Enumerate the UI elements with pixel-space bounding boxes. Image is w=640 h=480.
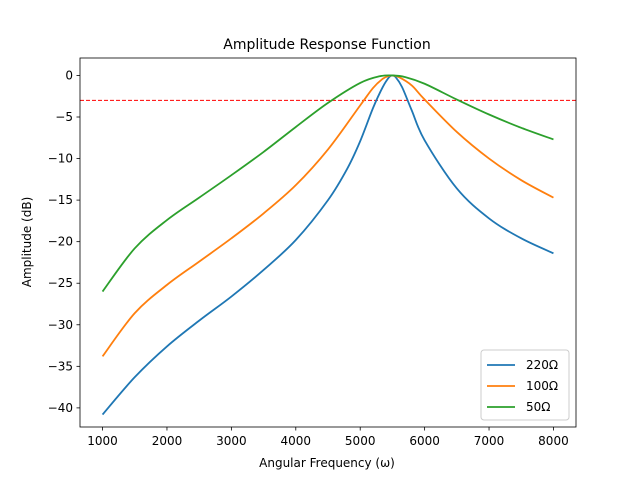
x-axis-label: Angular Frequency (ω) bbox=[259, 456, 395, 470]
legend: 220Ω 100Ω 50Ω bbox=[480, 349, 570, 421]
series-line-2 bbox=[101, 74, 554, 293]
legend-label-0: 220Ω bbox=[526, 358, 558, 372]
x-tick-layer: 1000 2000 3000 4000 5000 6000 7000 8000 bbox=[87, 427, 569, 448]
x-tick-label: 4000 bbox=[281, 434, 312, 448]
legend-items: 220Ω 100Ω 50Ω bbox=[487, 358, 558, 414]
x-tick-label: 2000 bbox=[152, 434, 183, 448]
series-line-1 bbox=[101, 74, 554, 357]
legend-box bbox=[480, 349, 570, 421]
x-tick-label: 6000 bbox=[409, 434, 440, 448]
x-tick-label: 1000 bbox=[87, 434, 118, 448]
legend-label-1: 100Ω bbox=[526, 379, 558, 393]
x-tick-label: 5000 bbox=[345, 434, 376, 448]
y-tick-label: −40 bbox=[48, 401, 73, 415]
y-axis-label: Amplitude (dB) bbox=[20, 197, 34, 288]
y-tick-layer: 0 −5 −10 −15 −20 −25 −30 −35 −40 bbox=[48, 68, 80, 415]
series-line-0 bbox=[101, 74, 554, 416]
chart-title: Amplitude Response Function bbox=[223, 37, 430, 53]
x-tick-label: 8000 bbox=[538, 434, 569, 448]
y-tick-label: −5 bbox=[55, 110, 73, 124]
y-tick-label: −30 bbox=[48, 318, 73, 332]
legend-label-2: 50Ω bbox=[526, 400, 550, 414]
y-tick-label: −25 bbox=[48, 276, 73, 290]
plot-frame bbox=[79, 57, 577, 428]
y-tick-label: −35 bbox=[48, 359, 73, 373]
y-tick-label: −15 bbox=[48, 193, 73, 207]
y-tick-label: −10 bbox=[48, 152, 73, 166]
series-layer bbox=[101, 74, 554, 416]
y-tick-label: 0 bbox=[65, 68, 73, 82]
x-tick-label: 7000 bbox=[474, 434, 505, 448]
y-tick-label: −20 bbox=[48, 235, 73, 249]
x-tick-label: 3000 bbox=[216, 434, 247, 448]
